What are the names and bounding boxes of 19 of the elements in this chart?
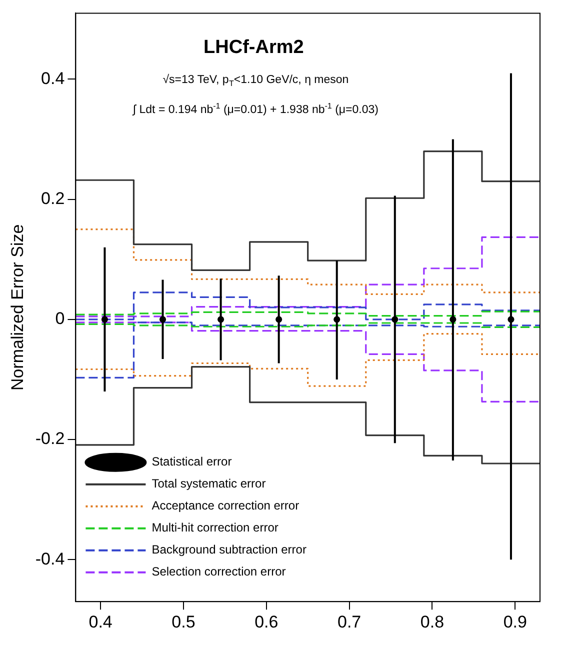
y-tick-label: 0	[55, 309, 65, 328]
x-tick-label: 0.8	[420, 612, 444, 632]
legend-label: Selection correction error	[152, 564, 286, 579]
legend-label: Statistical error	[152, 454, 232, 469]
x-tick-label: 0.7	[337, 612, 362, 632]
y-tick-label: -0.4	[35, 549, 65, 568]
x-tick-label: 0.9	[503, 612, 527, 632]
legend-label: Multi-hit correction error	[152, 520, 278, 535]
y-tick-label: -0.2	[35, 429, 65, 448]
x-tick-label: 0.6	[254, 612, 278, 632]
y-tick-label: 0.2	[41, 189, 65, 208]
legend-label: Acceptance correction error	[152, 498, 300, 513]
x-tick-label: 0.5	[172, 612, 196, 632]
y-axis-title: Normalized Error Size	[8, 224, 27, 391]
legend-label: Total systematic error	[152, 476, 266, 491]
x-tick-label: 0.4	[88, 612, 112, 632]
legend-label: Background subtraction error	[152, 542, 306, 557]
y-tick-label: 0.4	[41, 68, 65, 88]
text: LHCf-Arm2	[204, 37, 304, 58]
